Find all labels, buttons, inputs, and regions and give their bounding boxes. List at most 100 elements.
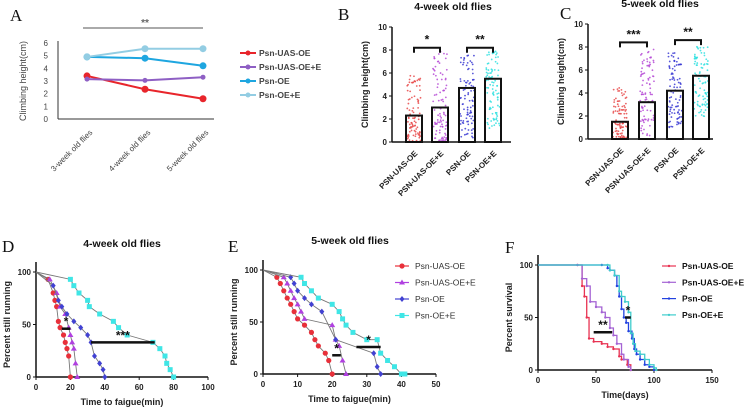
scatter-point xyxy=(416,126,419,129)
scatter-point xyxy=(433,57,436,60)
scatter-point xyxy=(496,96,499,99)
scatter-point xyxy=(649,109,652,112)
scatter-point xyxy=(462,120,465,122)
data-point xyxy=(643,358,646,361)
significance-label: *** xyxy=(626,27,640,41)
scatter-point xyxy=(439,115,442,118)
scatter-point xyxy=(621,132,623,135)
scatter-point xyxy=(673,69,676,72)
data-point xyxy=(52,297,58,303)
scatter-point xyxy=(699,87,702,90)
scatter-point xyxy=(704,81,707,84)
data-point xyxy=(315,343,321,349)
scatter-point xyxy=(693,101,696,104)
scatter-point xyxy=(471,115,474,118)
scatter-point xyxy=(625,116,628,119)
data-point xyxy=(652,366,656,370)
scatter-point xyxy=(487,69,490,71)
scatter-point xyxy=(471,104,474,107)
scatter-point xyxy=(696,45,698,48)
scatter-point xyxy=(444,57,447,60)
scatter-point xyxy=(705,103,708,105)
scatter-point xyxy=(647,119,649,122)
scatter-point xyxy=(704,97,706,100)
scatter-point xyxy=(471,63,474,66)
scatter-point xyxy=(433,56,436,58)
scatter-point xyxy=(640,70,643,73)
data-point xyxy=(287,287,294,293)
scatter-point xyxy=(491,88,494,90)
scatter-point xyxy=(414,116,416,119)
scatter-point xyxy=(437,114,440,117)
scatter-point xyxy=(644,118,647,121)
scatter-point xyxy=(417,118,420,121)
scatter-point xyxy=(406,107,409,110)
scatter-point xyxy=(695,57,698,60)
data-point xyxy=(116,325,122,331)
data-point xyxy=(298,308,305,314)
scatter-point xyxy=(677,57,680,60)
scatter-point xyxy=(673,112,676,115)
y-tick-label: 2 xyxy=(579,112,584,121)
scatter-point xyxy=(640,105,643,108)
scatter-point xyxy=(437,53,440,55)
y-tick-label: 10 xyxy=(378,23,387,32)
scatter-point xyxy=(470,61,473,64)
significance-label: ** xyxy=(475,33,485,47)
scatter-point xyxy=(701,82,704,85)
data-point xyxy=(343,371,350,376)
scatter-point xyxy=(463,108,465,111)
y-axis-label: Percent still running xyxy=(229,278,239,365)
data-point xyxy=(643,363,646,366)
scatter-point xyxy=(612,111,615,114)
legend-label: Psn-UAS-OE+E xyxy=(415,278,476,288)
scatter-point xyxy=(413,120,416,123)
scatter-point xyxy=(649,87,652,90)
x-tick-label: 40 xyxy=(397,380,406,389)
data-point xyxy=(620,295,623,298)
scatter-point xyxy=(699,49,702,52)
scatter-point xyxy=(673,65,676,68)
scatter-point xyxy=(617,130,620,133)
scatter-point xyxy=(415,128,418,130)
scatter-point xyxy=(668,125,671,128)
y-tick-label: 6 xyxy=(44,39,49,48)
scatter-point xyxy=(465,64,468,67)
data-point xyxy=(124,332,130,338)
scatter-point xyxy=(623,93,625,96)
chart-title: 5-week old flies xyxy=(621,0,699,10)
scatter-point xyxy=(697,104,699,107)
scatter-point xyxy=(462,89,465,91)
panel-d-survival-chart: 4-week old flies 0 20 40 60 80 100 0 50 100 Time t… xyxy=(2,238,215,407)
scatter-point xyxy=(618,123,621,126)
legend-label: Psn-UAS-OE xyxy=(259,48,311,58)
series-line xyxy=(538,264,632,370)
data-point xyxy=(295,316,301,322)
scatter-point xyxy=(411,124,414,127)
scatter-point xyxy=(624,106,626,109)
data-point xyxy=(600,311,603,314)
scatter-point xyxy=(679,63,682,66)
scatter-point xyxy=(460,56,462,59)
scatter-point xyxy=(613,99,616,101)
scatter-point xyxy=(408,139,411,142)
significance-label: ** xyxy=(141,18,149,29)
scatter-point xyxy=(492,91,495,94)
data-point xyxy=(142,77,148,83)
scatter-point xyxy=(642,109,644,112)
scatter-point xyxy=(622,126,625,128)
scatter-point xyxy=(640,93,643,96)
legend-label: Psn-UAS-OE+E xyxy=(259,62,321,72)
scatter-point xyxy=(407,117,410,120)
data-point xyxy=(57,325,63,331)
scatter-point xyxy=(485,75,488,78)
scatter-point xyxy=(673,52,676,54)
scatter-point xyxy=(492,118,495,121)
scatter-point xyxy=(411,81,414,84)
scatter-point xyxy=(672,76,674,79)
scatter-point xyxy=(489,106,491,109)
scatter-point xyxy=(641,132,644,135)
scatter-point xyxy=(494,89,497,92)
scatter-point xyxy=(617,133,620,135)
scatter-point xyxy=(622,135,625,138)
